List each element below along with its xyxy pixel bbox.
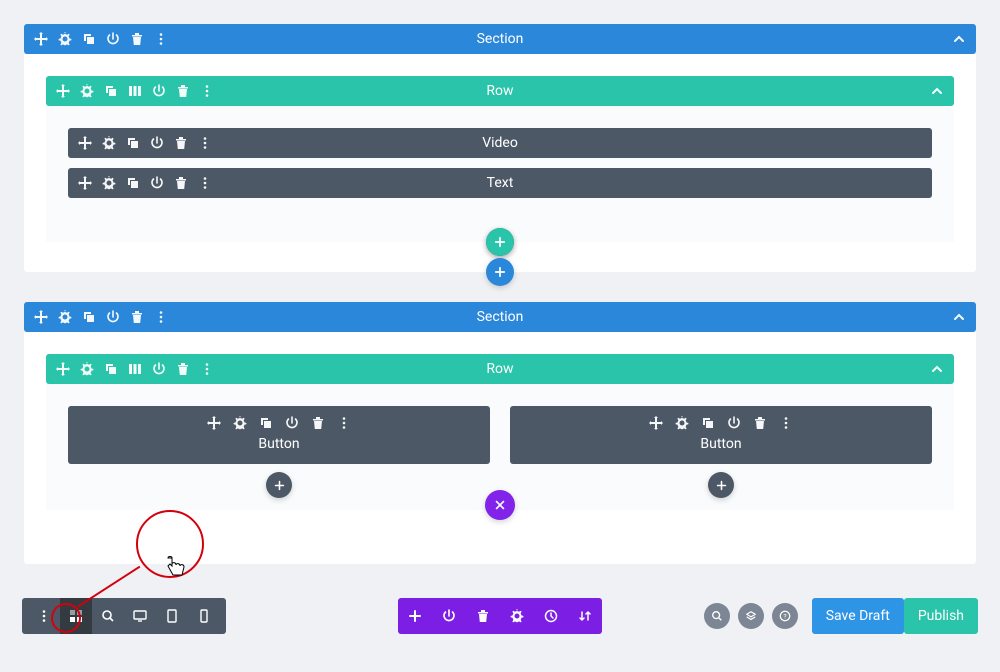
layers-icon[interactable] [738, 603, 764, 629]
trash-icon[interactable] [311, 416, 325, 430]
add-module-button[interactable] [708, 472, 734, 498]
gear-icon[interactable] [80, 84, 94, 98]
more-icon[interactable] [154, 32, 168, 46]
trash-icon[interactable] [130, 310, 144, 324]
trash-icon[interactable] [466, 598, 500, 634]
duplicate-icon[interactable] [701, 416, 715, 430]
move-icon[interactable] [56, 362, 70, 376]
duplicate-icon[interactable] [126, 136, 140, 150]
page-actions-group [398, 598, 602, 634]
power-icon[interactable] [106, 32, 120, 46]
zoom-icon[interactable] [92, 598, 124, 634]
columns-icon[interactable] [128, 84, 142, 98]
duplicate-icon[interactable] [82, 310, 96, 324]
trash-icon[interactable] [176, 84, 190, 98]
history-icon[interactable] [534, 598, 568, 634]
more-icon[interactable] [779, 416, 793, 430]
close-button[interactable] [485, 490, 515, 520]
power-icon[interactable] [285, 416, 299, 430]
section-1: Section Row [24, 24, 976, 272]
add-section-button[interactable] [486, 258, 514, 286]
duplicate-icon[interactable] [104, 84, 118, 98]
trash-icon[interactable] [174, 176, 188, 190]
more-icon[interactable] [198, 136, 212, 150]
view-mode-group [22, 598, 226, 634]
move-icon[interactable] [34, 310, 48, 324]
help-icon[interactable] [772, 603, 798, 629]
trash-icon[interactable] [753, 416, 767, 430]
module-video[interactable]: Video [68, 128, 932, 158]
move-icon[interactable] [207, 416, 221, 430]
desktop-icon[interactable] [124, 598, 156, 634]
columns-icon[interactable] [128, 362, 142, 376]
power-icon[interactable] [150, 176, 164, 190]
duplicate-icon[interactable] [104, 362, 118, 376]
more-icon[interactable] [28, 598, 60, 634]
move-icon[interactable] [34, 32, 48, 46]
section-2: Section Row [24, 302, 976, 564]
power-icon[interactable] [152, 362, 166, 376]
row-1: Row Video [46, 76, 954, 242]
more-icon[interactable] [200, 84, 214, 98]
power-icon[interactable] [152, 84, 166, 98]
wireframe-view-icon[interactable] [60, 598, 92, 634]
duplicate-icon[interactable] [82, 32, 96, 46]
chevron-up-icon[interactable] [930, 84, 944, 98]
module-text[interactable]: Text [68, 168, 932, 198]
phone-icon[interactable] [188, 598, 220, 634]
sort-icon[interactable] [568, 598, 602, 634]
move-icon[interactable] [649, 416, 663, 430]
row-1: Row [46, 354, 954, 510]
search-icon[interactable] [704, 603, 730, 629]
section-header[interactable]: Section [24, 24, 976, 54]
publish-button[interactable]: Publish [904, 598, 978, 634]
bottom-toolbar: Save Draft Publish [22, 598, 978, 634]
column-1: Button [68, 406, 490, 464]
chevron-up-icon[interactable] [952, 310, 966, 324]
more-icon[interactable] [200, 362, 214, 376]
gear-icon[interactable] [500, 598, 534, 634]
module-label: Button [510, 436, 932, 452]
duplicate-icon[interactable] [126, 176, 140, 190]
module-label: Button [68, 436, 490, 452]
gear-icon[interactable] [80, 362, 94, 376]
chevron-up-icon[interactable] [952, 32, 966, 46]
module-button[interactable]: Button [68, 406, 490, 464]
move-icon[interactable] [78, 136, 92, 150]
move-icon[interactable] [56, 84, 70, 98]
row-header[interactable]: Row [46, 354, 954, 384]
tablet-icon[interactable] [156, 598, 188, 634]
module-button[interactable]: Button [510, 406, 932, 464]
chevron-up-icon[interactable] [930, 362, 944, 376]
power-icon[interactable] [432, 598, 466, 634]
section-header[interactable]: Section [24, 302, 976, 332]
trash-icon[interactable] [176, 362, 190, 376]
gear-icon[interactable] [233, 416, 247, 430]
gear-icon[interactable] [58, 32, 72, 46]
more-icon[interactable] [154, 310, 168, 324]
move-icon[interactable] [78, 176, 92, 190]
add-module-button[interactable] [266, 472, 292, 498]
trash-icon[interactable] [130, 32, 144, 46]
trash-icon[interactable] [174, 136, 188, 150]
gear-icon[interactable] [102, 176, 116, 190]
gear-icon[interactable] [58, 310, 72, 324]
gear-icon[interactable] [102, 136, 116, 150]
power-icon[interactable] [106, 310, 120, 324]
row-header[interactable]: Row [46, 76, 954, 106]
power-icon[interactable] [150, 136, 164, 150]
power-icon[interactable] [727, 416, 741, 430]
more-icon[interactable] [337, 416, 351, 430]
duplicate-icon[interactable] [259, 416, 273, 430]
add-row-button[interactable] [486, 228, 514, 256]
add-icon[interactable] [398, 598, 432, 634]
more-icon[interactable] [198, 176, 212, 190]
save-draft-button[interactable]: Save Draft [812, 598, 904, 634]
gear-icon[interactable] [675, 416, 689, 430]
column-2: Button [510, 406, 932, 464]
